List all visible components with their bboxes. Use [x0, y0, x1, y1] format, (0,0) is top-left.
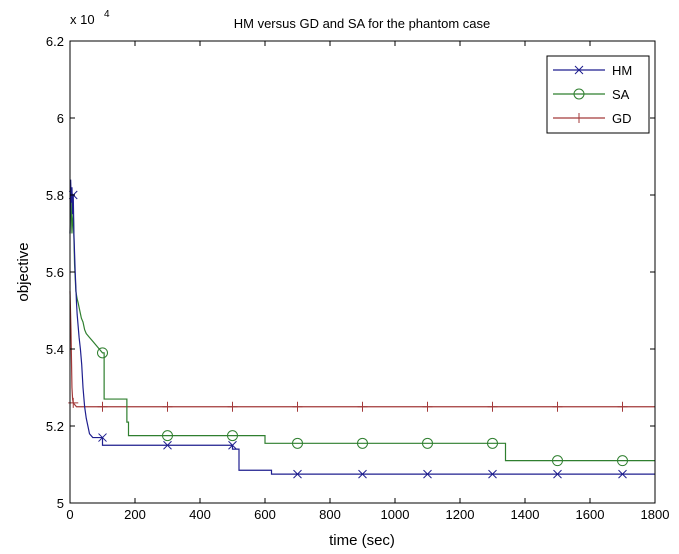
data-point: [617, 455, 628, 467]
data-point: [573, 88, 585, 100]
y-tick-label: 5.6: [46, 265, 64, 280]
data-point: [162, 401, 173, 412]
ticks-layer: 0 200 400 600 800 1000 1200 1400 1600 1800 5 5.2 5.4…: [46, 34, 670, 522]
data-point: [617, 401, 628, 412]
data-point: [227, 401, 238, 412]
x-axis-label: time (sec): [329, 532, 395, 549]
legend-label: SA: [612, 87, 630, 102]
y-tick-label: 6.2: [46, 34, 64, 49]
y-tick-label: 5.4: [46, 342, 64, 357]
x-tick-label: 400: [189, 507, 211, 522]
y-multiplier-label: x 10: [70, 12, 95, 27]
data-point: [162, 430, 173, 442]
y-tick-label: 5.2: [46, 419, 64, 434]
data-point: [423, 469, 432, 479]
data-point: [553, 469, 562, 479]
y-tick-label: 6: [57, 111, 64, 126]
x-tick-label: 1000: [381, 507, 410, 522]
x-tick-label: 200: [124, 507, 146, 522]
y-tick-label: 5.8: [46, 188, 64, 203]
x-tick-label: 0: [66, 507, 73, 522]
data-point: [574, 113, 584, 123]
x-tick-label: 800: [319, 507, 341, 522]
x-tick-label: 1800: [641, 507, 670, 522]
chart-title: HM versus GD and SA for the phantom case: [234, 16, 491, 31]
series-hm: [68, 179, 655, 479]
data-point: [358, 469, 367, 479]
data-point: [488, 469, 497, 479]
y-tick-label: 5: [57, 496, 64, 511]
data-point: [98, 433, 107, 442]
legend-label: GD: [612, 111, 632, 126]
data-point: [227, 430, 238, 442]
y-multiplier-exponent: 4: [104, 9, 110, 20]
data-point: [487, 401, 498, 412]
data-point: [574, 65, 584, 75]
data-point: [357, 437, 368, 449]
data-point: [422, 437, 433, 449]
data-point: [292, 401, 303, 412]
legend-entry-sa: SA: [553, 87, 630, 102]
data-point: [422, 401, 433, 412]
data-point: [618, 469, 627, 479]
data-point: [487, 437, 498, 449]
data-point: [552, 455, 563, 467]
series-line: [69, 179, 655, 475]
data-point: [552, 401, 563, 412]
x-tick-label: 600: [254, 507, 276, 522]
legend-entry-gd: GD: [553, 111, 632, 126]
data-point: [228, 440, 237, 450]
data-point: [97, 347, 108, 359]
legend: HM SA GD: [546, 55, 650, 134]
x-tick-label: 1400: [511, 507, 540, 522]
legend-items: HM SA GD: [553, 63, 632, 126]
data-point: [357, 401, 368, 412]
data-point: [163, 440, 172, 450]
data-point: [292, 437, 303, 449]
x-tick-label: 1200: [446, 507, 475, 522]
legend-entry-hm: HM: [553, 63, 632, 78]
y-axis-label: objective: [15, 242, 32, 301]
data-point: [293, 469, 302, 479]
x-tick-label: 1600: [576, 507, 605, 522]
data-point: [97, 401, 108, 412]
legend-label: HM: [612, 63, 632, 78]
